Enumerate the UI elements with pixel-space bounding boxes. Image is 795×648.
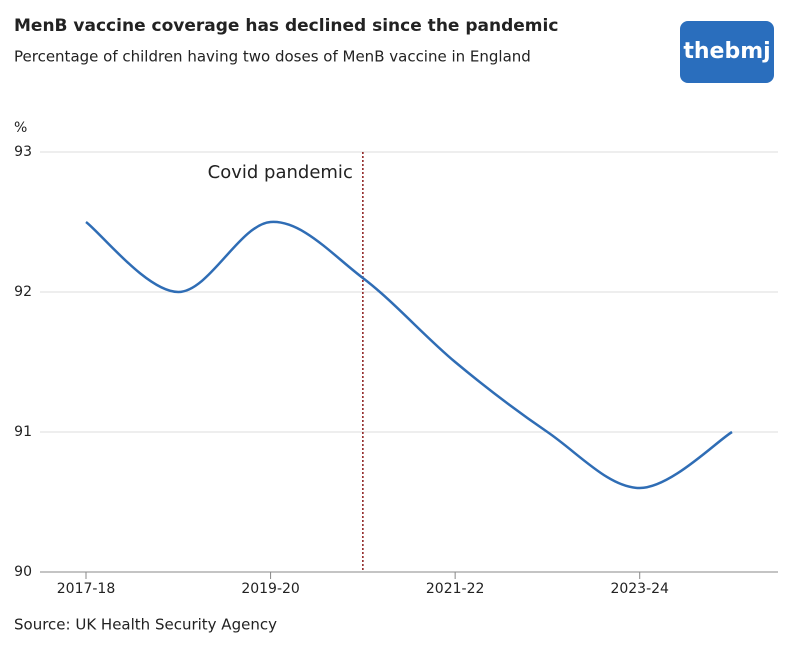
x-tick-label: 2021-22 — [426, 581, 485, 597]
x-tick-label: 2019-20 — [241, 581, 300, 597]
x-tick-label: 2017-18 — [57, 581, 116, 597]
data-line — [85, 220, 733, 490]
chart-subtitle: Percentage of children having two doses … — [14, 48, 531, 66]
y-tick-label: 91 — [14, 424, 32, 440]
y-tick-label: 92 — [14, 284, 32, 300]
y-tick-label: 90 — [14, 564, 32, 580]
annotation: Covid pandemic — [208, 162, 353, 183]
logo: thebmj — [683, 39, 770, 64]
y-tick-label: 93 — [14, 144, 32, 160]
chart-title: MenB vaccine coverage has declined since… — [14, 16, 558, 36]
y-axis-label: % — [14, 120, 27, 136]
logo-box — [680, 21, 774, 83]
source: Source: UK Health Security Agency — [14, 616, 277, 634]
x-tick-label: 2023-24 — [610, 581, 669, 597]
